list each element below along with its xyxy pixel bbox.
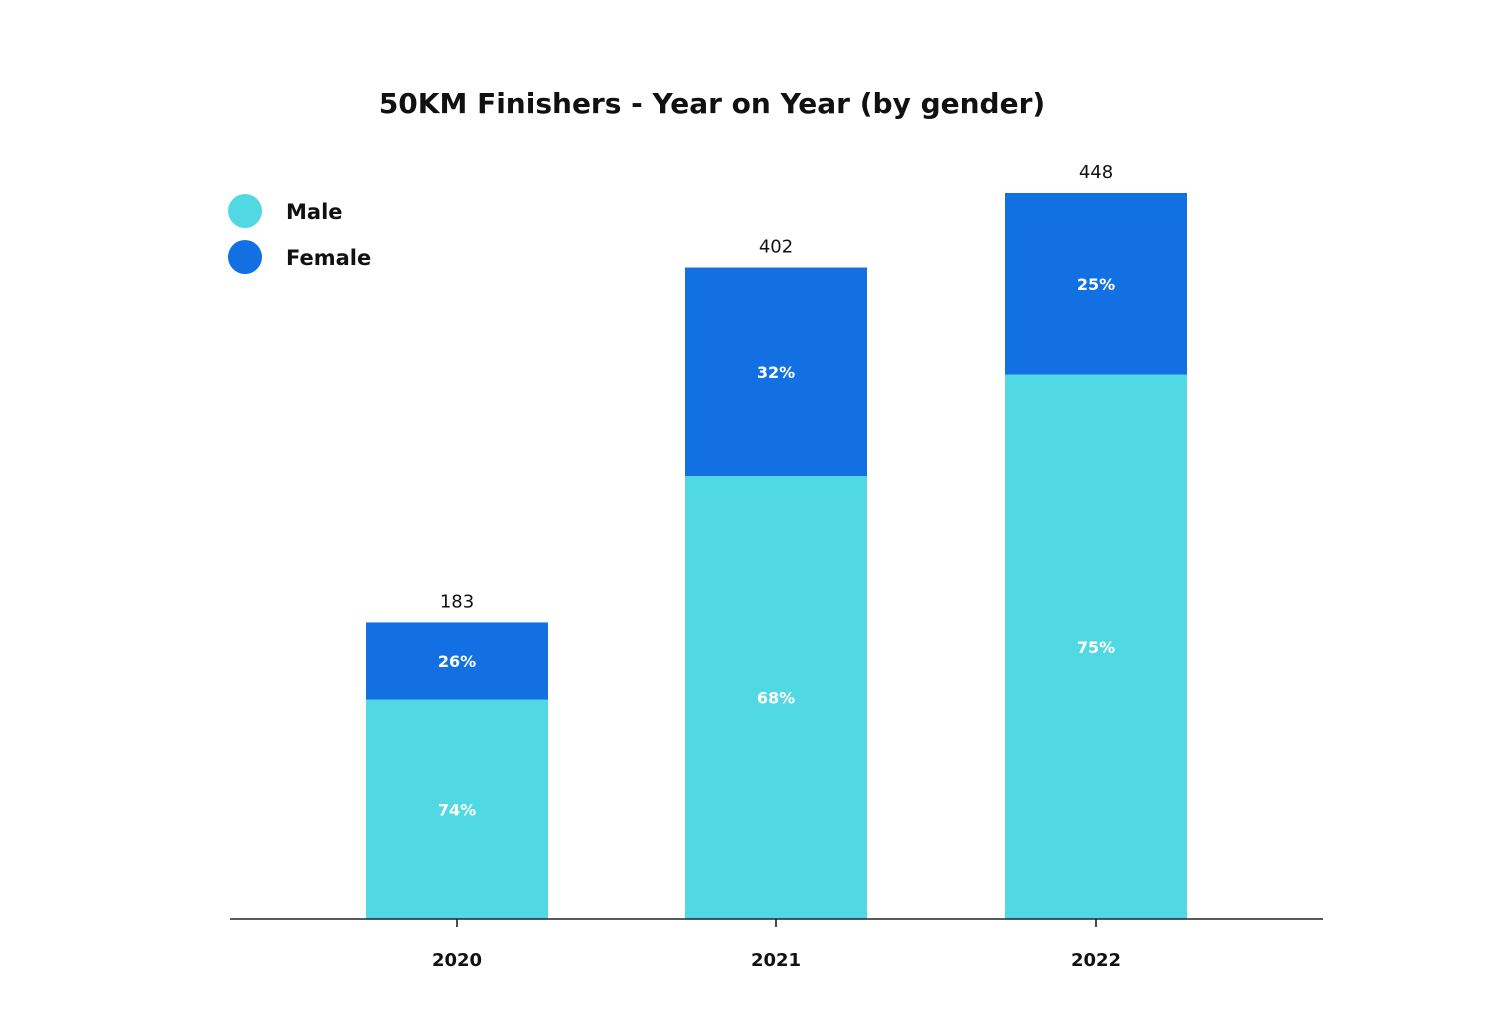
x-tick-label-2022: 2022 [1071,950,1121,971]
bar-female-2021 [685,267,867,477]
total-label-2022: 448 [1079,162,1113,183]
segment-label-female-2020: 26% [438,652,476,671]
x-axis: 2020 2021 2022 [230,918,1323,971]
x-tick-label-2021: 2021 [751,950,801,971]
legend-label-female: Female [286,246,371,270]
segment-label-male-2021: 68% [757,689,795,708]
bar-male-2022 [1005,374,1187,919]
legend-label-male: Male [286,200,343,224]
segment-label-female-2022: 25% [1077,275,1115,294]
segment-label-male-2020: 74% [438,800,476,819]
bar-female-2022 [1005,193,1187,375]
segment-label-male-2022: 75% [1077,638,1115,657]
bar-male-2021 [685,476,867,919]
segment-label-female-2021: 32% [757,363,795,382]
legend-item-female: Female [228,240,371,274]
legend-swatch-male [228,194,262,228]
total-label-2021: 402 [759,237,793,258]
x-tick-label-2020: 2020 [432,950,482,971]
chart-title: 50KM Finishers - Year on Year (by gender… [379,87,1045,120]
bars-group: 74% 26% 183 68% 32% 402 75% 25% 448 [366,162,1187,919]
legend-swatch-female [228,240,262,274]
bar-male-2020 [366,699,548,919]
bar-female-2020 [366,622,548,700]
total-label-2020: 183 [440,591,474,612]
legend-item-male: Male [228,194,343,228]
legend: Male Female [228,194,371,274]
